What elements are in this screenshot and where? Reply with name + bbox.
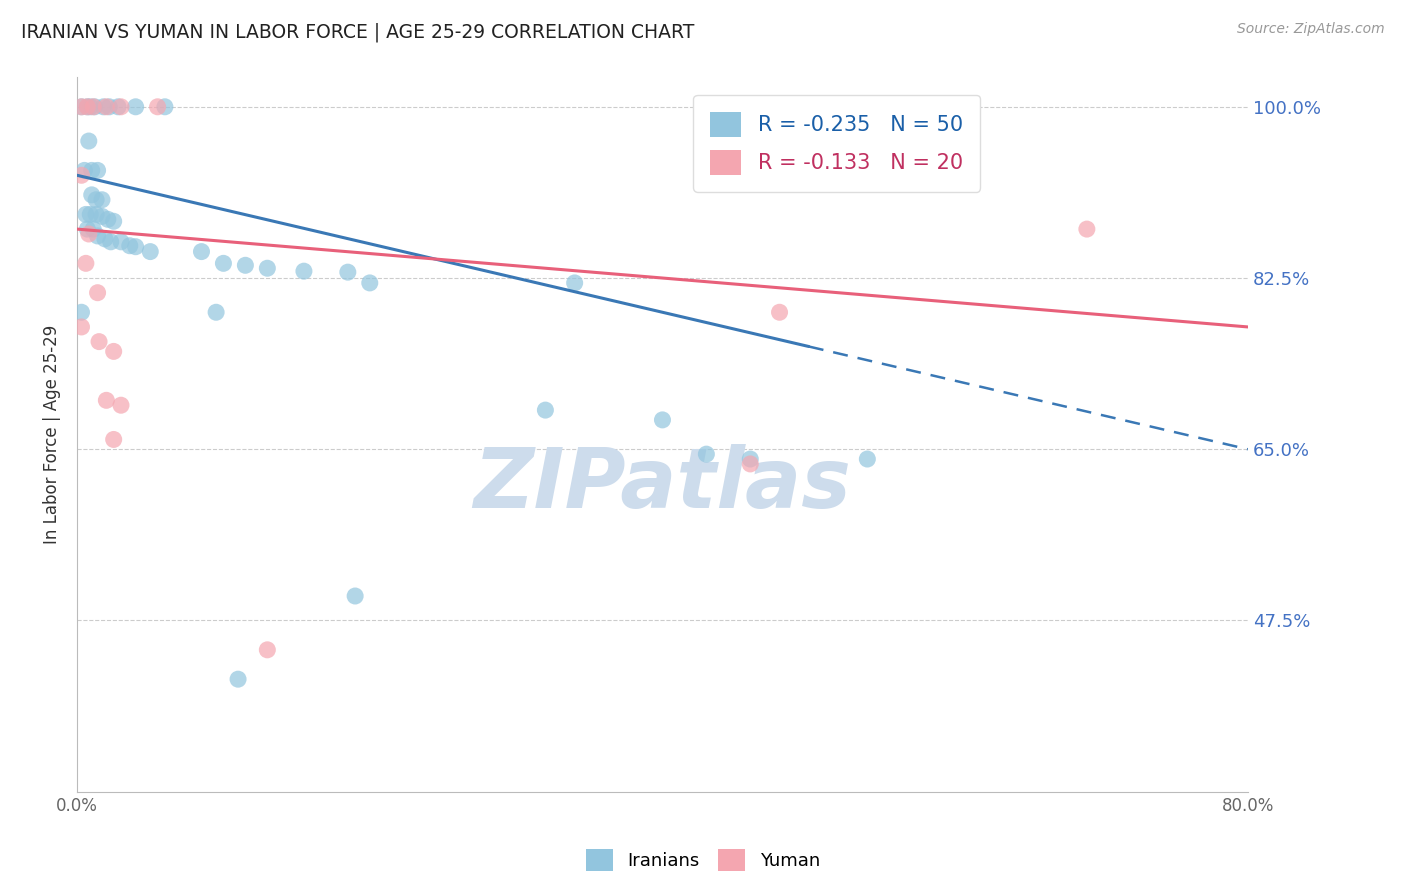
Point — [256, 261, 278, 276]
Point — [534, 403, 557, 417]
Y-axis label: In Labor Force | Age 25-29: In Labor Force | Age 25-29 — [44, 325, 60, 544]
Text: ZIPatlas: ZIPatlas — [474, 444, 852, 525]
Text: Source: ZipAtlas.com: Source: ZipAtlas.com — [1237, 22, 1385, 37]
Point — [80, 187, 103, 202]
Point — [118, 238, 141, 252]
Point — [153, 100, 176, 114]
Point — [695, 447, 717, 461]
Point — [110, 235, 132, 249]
Point — [76, 222, 98, 236]
Point — [146, 100, 169, 114]
Point — [110, 398, 132, 412]
Point — [97, 212, 120, 227]
Point — [256, 643, 278, 657]
Point — [82, 222, 104, 236]
Point — [564, 276, 586, 290]
Point — [768, 305, 790, 319]
Point — [124, 100, 146, 114]
Point — [82, 100, 104, 114]
Point — [1076, 222, 1098, 236]
Point — [75, 207, 97, 221]
Point — [70, 320, 93, 334]
Point — [124, 240, 146, 254]
Point — [70, 305, 93, 319]
Point — [86, 229, 108, 244]
Point — [651, 413, 673, 427]
Point — [100, 235, 122, 249]
Point — [91, 210, 114, 224]
Point — [94, 232, 117, 246]
Point — [96, 100, 118, 114]
Point — [73, 163, 96, 178]
Point — [336, 265, 359, 279]
Point — [740, 457, 762, 471]
Point — [76, 100, 98, 114]
Point — [900, 100, 922, 114]
Point — [70, 100, 93, 114]
Legend: R = -0.235   N = 50, R = -0.133   N = 20: R = -0.235 N = 50, R = -0.133 N = 20 — [693, 95, 980, 192]
Point — [76, 100, 98, 114]
Point — [96, 393, 118, 408]
Point — [103, 433, 125, 447]
Point — [103, 214, 125, 228]
Point — [86, 285, 108, 300]
Point — [103, 344, 125, 359]
Point — [107, 100, 129, 114]
Point — [70, 100, 93, 114]
Point — [359, 276, 381, 290]
Text: IRANIAN VS YUMAN IN LABOR FORCE | AGE 25-29 CORRELATION CHART: IRANIAN VS YUMAN IN LABOR FORCE | AGE 25… — [21, 22, 695, 42]
Point — [110, 100, 132, 114]
Point — [86, 163, 108, 178]
Point — [190, 244, 212, 259]
Point — [75, 256, 97, 270]
Point — [856, 452, 879, 467]
Point — [98, 100, 121, 114]
Point — [87, 334, 110, 349]
Point — [226, 672, 249, 686]
Point — [84, 207, 107, 221]
Point — [77, 134, 100, 148]
Point — [139, 244, 162, 259]
Legend: Iranians, Yuman: Iranians, Yuman — [579, 842, 827, 879]
Point — [70, 169, 93, 183]
Point — [80, 163, 103, 178]
Point — [77, 227, 100, 241]
Point — [79, 207, 101, 221]
Point — [84, 193, 107, 207]
Point — [212, 256, 235, 270]
Point — [344, 589, 367, 603]
Point — [205, 305, 228, 319]
Point — [292, 264, 315, 278]
Point — [83, 100, 105, 114]
Point — [235, 258, 257, 272]
Point — [740, 452, 762, 467]
Point — [91, 193, 114, 207]
Point — [93, 100, 115, 114]
Point — [79, 100, 101, 114]
